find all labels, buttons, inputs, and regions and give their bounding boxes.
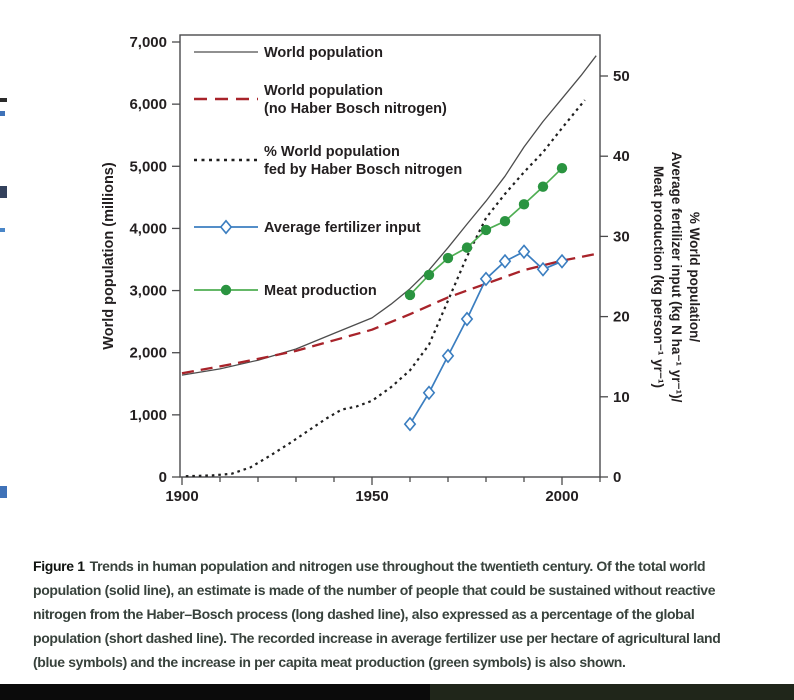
svg-text:World population: World population — [264, 45, 383, 61]
bottom-bar — [0, 684, 794, 700]
series-average-fertilizer-input — [403, 244, 569, 432]
left-axis-ticks: 0 1,000 2,000 3,000 4,000 5,000 6,000 7,000 — [129, 34, 180, 486]
svg-text:0: 0 — [613, 469, 621, 486]
svg-text:30: 30 — [613, 228, 630, 245]
figure-caption: Figure 1 Trends in human population and n… — [33, 554, 785, 674]
svg-text:20: 20 — [613, 309, 630, 326]
svg-text:Average fertilizer input: Average fertilizer input — [264, 220, 421, 236]
legend-item-world-population: World population — [194, 45, 383, 61]
svg-text:2000: 2000 — [545, 488, 578, 505]
svg-text:5,000: 5,000 — [129, 158, 167, 175]
svg-text:7,000: 7,000 — [129, 34, 167, 51]
caption-line-4: population (short dashed line). The reco… — [33, 630, 721, 646]
edge-text-fragment — [0, 98, 7, 102]
caption-line-2: population (solid line), an estimate is … — [33, 582, 716, 598]
svg-text:50: 50 — [613, 68, 630, 85]
edge-text-fragment — [0, 111, 5, 116]
series-world-population-fed-by-haber-bosch-nitrogen — [185, 99, 586, 478]
svg-text:2,000: 2,000 — [129, 345, 167, 362]
series-world-population — [181, 55, 597, 376]
right-axis-ticks: 0 10 20 30 40 50 — [600, 68, 630, 486]
edge-text-fragment — [0, 486, 7, 498]
caption-line-5: (blue symbols) and the increase in per c… — [33, 654, 626, 670]
svg-text:(no Haber Bosch nitrogen): (no Haber Bosch nitrogen) — [264, 101, 447, 117]
svg-text:World population: World population — [264, 83, 383, 99]
x-axis-ticks: 1900 1950 2000 — [165, 477, 601, 505]
legend: World population World population (no Habe… — [194, 45, 462, 299]
svg-text:6,000: 6,000 — [129, 96, 167, 113]
legend-item-meat-production: Meat production — [194, 283, 377, 299]
svg-text:10: 10 — [613, 389, 630, 406]
population-nitrogen-chart: 0 1,000 2,000 3,000 4,000 5,000 6,000 7,000 0 10 2… — [101, 34, 702, 505]
svg-text:3,000: 3,000 — [129, 283, 167, 300]
plot-frame — [179, 34, 601, 478]
legend-item-world-population-fed-by-haber-bosch-nitrogen: % World population fed by Haber Bosch nit… — [194, 144, 462, 178]
legend-item-average-fertilizer-input: Average fertilizer input — [194, 219, 421, 236]
series-meat-production — [404, 163, 568, 301]
caption-line-1: Figure 1 Trends in human population and n… — [33, 554, 785, 578]
figure-number: Figure 1 — [33, 558, 85, 574]
svg-text:0: 0 — [159, 469, 167, 486]
caption-line-3: nitrogen from the Haber–Bosch process (l… — [33, 606, 695, 622]
bottom-bar-right-segment — [430, 684, 794, 700]
left-axis-title: World population (millions) — [101, 162, 117, 350]
svg-text:1950: 1950 — [355, 488, 388, 505]
svg-text:fed by Haber Bosch nitrogen: fed by Haber Bosch nitrogen — [264, 162, 462, 178]
bottom-bar-left-segment — [0, 684, 430, 700]
right-axis-title-line-2: Average fertilizer input (kg N ha⁻¹ yr⁻¹… — [669, 152, 684, 403]
edge-text-fragment — [0, 186, 7, 198]
figure-chart: 0 1,000 2,000 3,000 4,000 5,000 6,000 7,000 0 10 2… — [101, 34, 702, 505]
svg-text:1,000: 1,000 — [129, 407, 167, 424]
edge-text-fragment — [0, 228, 5, 232]
legend-item-world-population-no-haber-bosch-nitrogen: World population (no Haber Bosch nitrogen… — [194, 83, 447, 117]
series-world-population-no-haber-bosch-nitrogen — [181, 252, 597, 375]
svg-text:40: 40 — [613, 148, 630, 165]
svg-text:1900: 1900 — [165, 488, 198, 505]
svg-text:% World population: % World population — [264, 144, 400, 160]
right-axis-title-line-1: % World population/ — [687, 212, 702, 342]
caption-text-1: Trends in human population and nitrogen … — [89, 558, 706, 574]
svg-text:4,000: 4,000 — [129, 220, 167, 237]
svg-text:Meat production: Meat production — [264, 283, 377, 299]
right-axis-title-line-3: Meat production (kg person⁻¹ yr⁻¹) — [651, 166, 666, 388]
